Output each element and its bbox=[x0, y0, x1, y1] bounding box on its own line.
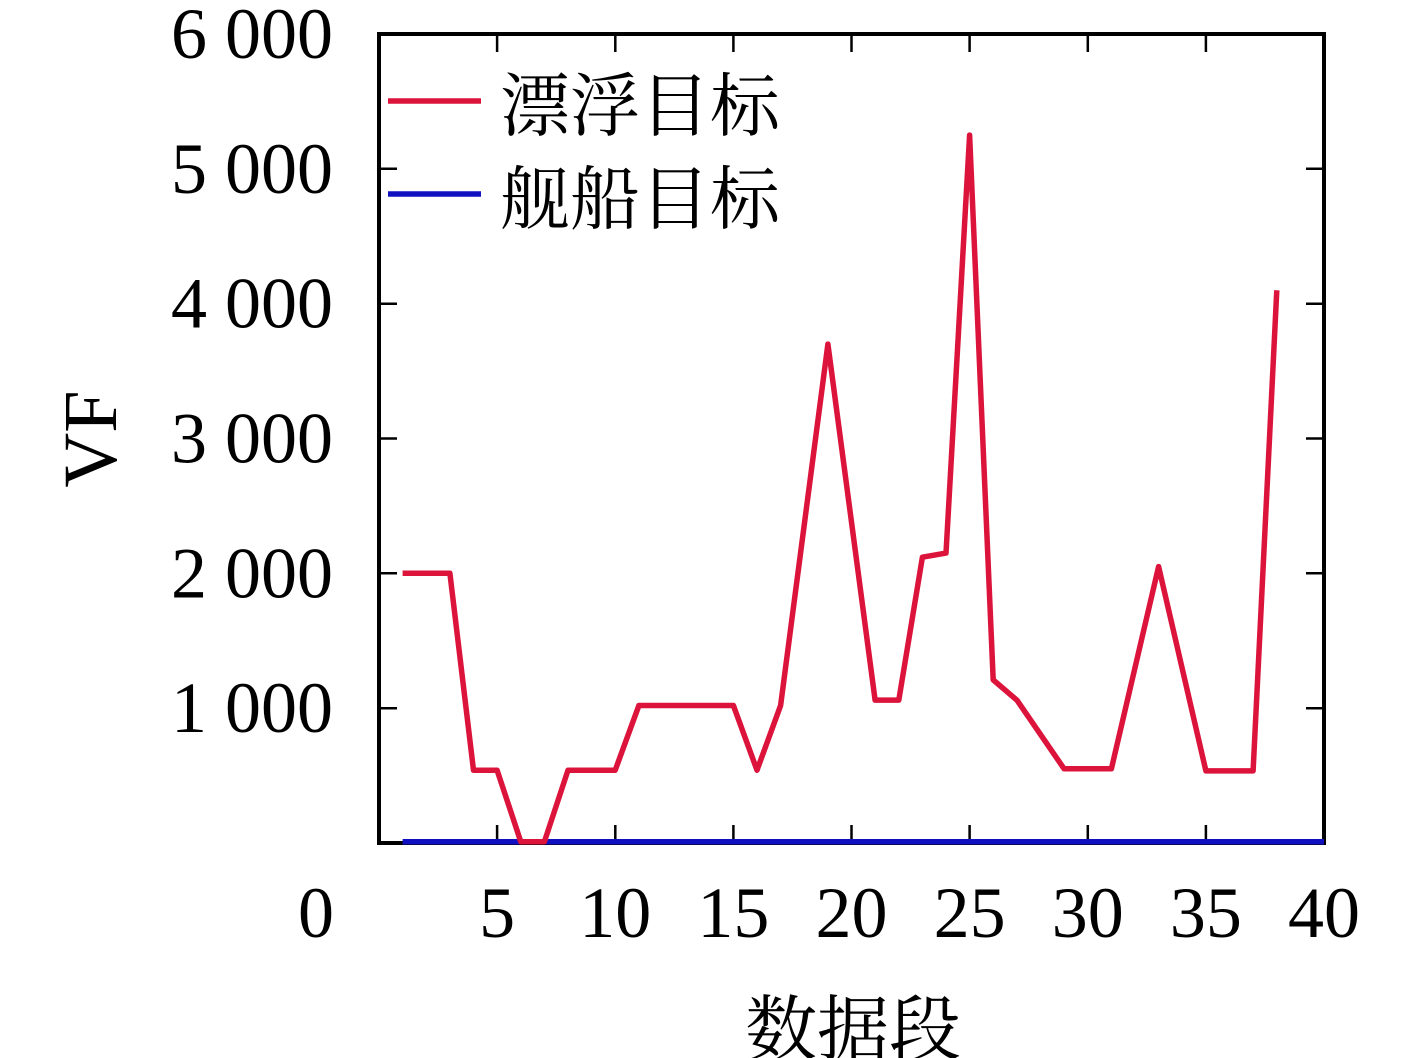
svg-text:15: 15 bbox=[697, 873, 769, 953]
svg-text:6 000: 6 000 bbox=[171, 0, 333, 74]
svg-text:漂浮目标: 漂浮目标 bbox=[500, 51, 780, 152]
svg-text:舰船目标: 舰船目标 bbox=[500, 144, 780, 245]
svg-text:20: 20 bbox=[816, 873, 888, 953]
svg-text:VF: VF bbox=[49, 390, 133, 487]
svg-text:35: 35 bbox=[1170, 873, 1242, 953]
svg-text:30: 30 bbox=[1052, 873, 1124, 953]
svg-text:4 000: 4 000 bbox=[171, 264, 333, 344]
svg-text:40: 40 bbox=[1288, 873, 1360, 953]
svg-text:3 000: 3 000 bbox=[171, 399, 333, 479]
svg-text:5: 5 bbox=[479, 873, 515, 953]
svg-text:25: 25 bbox=[934, 873, 1006, 953]
svg-text:0: 0 bbox=[298, 873, 334, 953]
svg-text:10: 10 bbox=[579, 873, 651, 953]
svg-text:1 000: 1 000 bbox=[171, 668, 333, 748]
svg-text:5 000: 5 000 bbox=[171, 129, 333, 209]
svg-text:数据段: 数据段 bbox=[745, 972, 961, 1058]
svg-text:2 000: 2 000 bbox=[171, 533, 333, 613]
